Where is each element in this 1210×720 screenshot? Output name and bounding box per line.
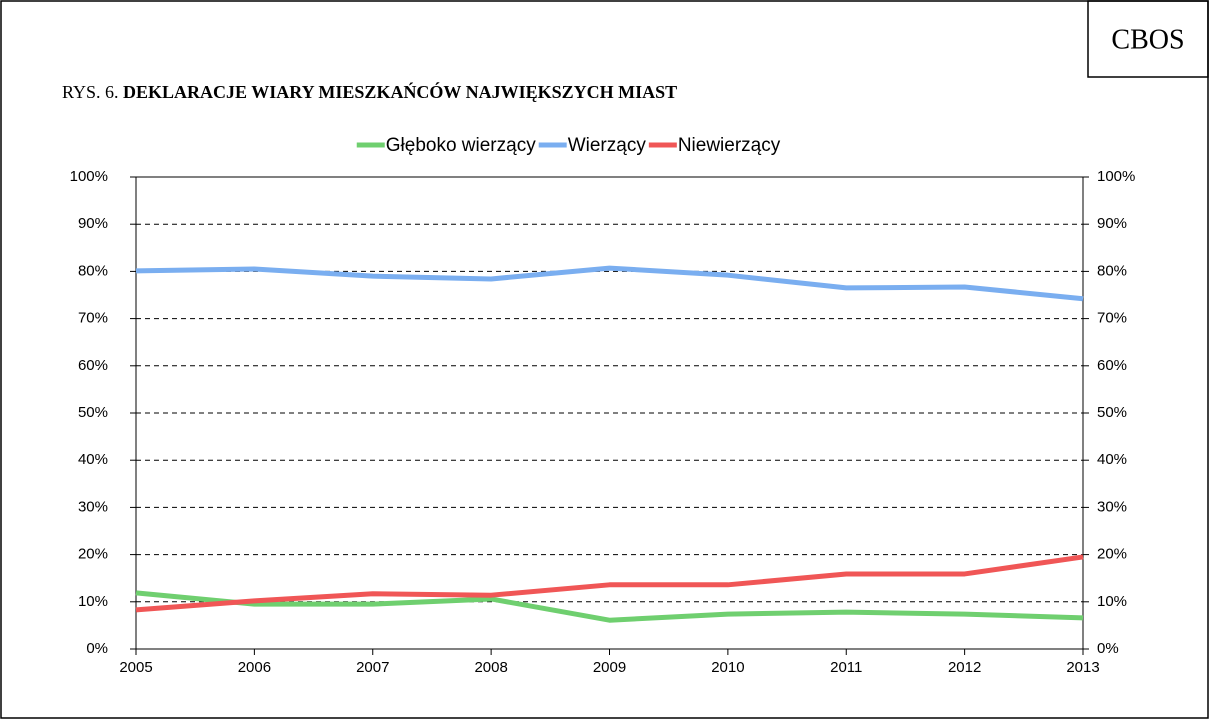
y-tick-label: 80%	[78, 262, 108, 279]
y2-tick-label: 0%	[1097, 640, 1119, 657]
y2-tick-label: 30%	[1097, 498, 1127, 515]
y-tick-label: 50%	[78, 404, 108, 421]
series-line	[135, 265, 1084, 302]
figure-label: RYS. 6.	[62, 82, 119, 102]
y2-tick-label: 90%	[1097, 215, 1127, 232]
y2-tick-label: 80%	[1097, 262, 1127, 279]
x-tick-label: 2011	[830, 659, 862, 676]
x-tick-label: 2006	[238, 659, 271, 676]
y-tick-label: 10%	[78, 593, 108, 610]
x-tick-label: 2009	[593, 659, 626, 676]
x-tick-label: 2012	[948, 659, 981, 676]
y2-tick-label: 50%	[1097, 404, 1127, 421]
y2-tick-label: 70%	[1097, 310, 1127, 327]
y-tick-label: 30%	[78, 498, 108, 515]
y2-tick-label: 100%	[1097, 168, 1135, 185]
title: DEKLARACJE WIARY MIESZKAŃCÓW NAJWIĘKSZYC…	[123, 81, 677, 102]
y-tick-label: 40%	[78, 451, 108, 468]
x-tick-label: 2010	[711, 659, 744, 676]
series-line	[135, 554, 1084, 613]
y-tick-label: 90%	[78, 215, 108, 232]
series-line	[135, 590, 1084, 623]
x-tick-label: 2013	[1066, 659, 1099, 676]
plot-border	[135, 176, 1084, 650]
legend-label: Głęboko wierzący	[386, 135, 536, 156]
y2-tick-label: 40%	[1097, 451, 1127, 468]
y-tick-label: 70%	[78, 310, 108, 327]
y-tick-label: 100%	[70, 168, 108, 185]
legend-label: Wierzący	[568, 135, 647, 156]
y-tick-label: 60%	[78, 357, 108, 374]
legend-label: Niewierzący	[678, 135, 781, 156]
x-tick-label: 2008	[474, 659, 507, 676]
y-tick-label: 0%	[86, 640, 108, 657]
brand: CBOS	[1111, 24, 1184, 55]
y2-tick-label: 20%	[1097, 546, 1127, 563]
y2-tick-label: 60%	[1097, 357, 1127, 374]
brand-box	[1087, 0, 1209, 78]
y2-tick-label: 10%	[1097, 593, 1127, 610]
y-tick-label: 20%	[78, 546, 108, 563]
x-tick-label: 2007	[356, 659, 389, 676]
x-tick-label: 2005	[119, 659, 152, 676]
chart-title: RYS. 6. DEKLARACJE WIARY MIESZKAŃCÓW NAJ…	[62, 81, 677, 102]
